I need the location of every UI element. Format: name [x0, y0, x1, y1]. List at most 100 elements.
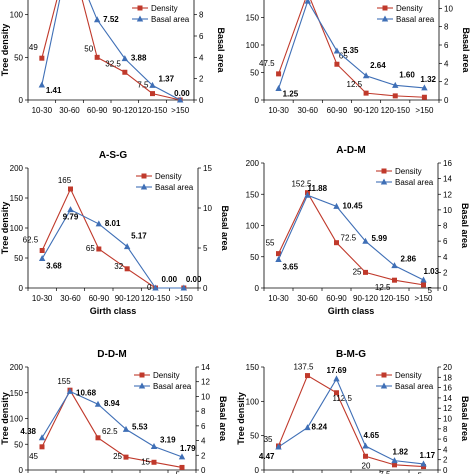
data-label: 2.86: [401, 255, 417, 264]
x-tick-label: >150: [414, 294, 433, 303]
y-tick-label: 0: [19, 96, 24, 105]
y2-tick-label: 8: [444, 23, 449, 32]
y2-axis-title: Basal area: [218, 396, 228, 442]
legend-basal-marker: [380, 382, 388, 389]
y-tick-label: 150: [246, 190, 260, 199]
y-tick-label: 0: [255, 96, 260, 105]
x-tick-label: 60-90: [327, 106, 348, 115]
legend-density-marker: [381, 372, 387, 378]
y2-tick-label: 8: [201, 407, 206, 416]
basal-area-point: [178, 453, 186, 460]
chart-title: A-D-M: [336, 145, 365, 156]
y2-tick-label: 4: [199, 53, 204, 62]
y-tick-label: 0: [19, 284, 24, 293]
y-tick-label: 100: [246, 41, 260, 50]
chart-panel-4: 0 50 100 150 200 0 2 4 6 8 10 12 14 16 10-30 30-60 60-90…: [246, 145, 470, 316]
y2-tick-label: 2: [443, 268, 448, 277]
density-point: [68, 186, 73, 192]
data-label: 50: [84, 44, 93, 53]
x-tick-label: 30-60: [59, 106, 80, 115]
density-point: [421, 282, 426, 288]
legend-label: Basal area: [395, 178, 434, 187]
series-line-basal-area: [278, 0, 425, 89]
y2-tick-label: 0: [443, 284, 448, 293]
series-line-basal-area: [41, 390, 183, 458]
y-tick-label: 100: [246, 397, 260, 406]
data-label: 0.00: [162, 275, 178, 284]
y2-axis-title: Basal area: [220, 205, 230, 251]
data-label: 1.79: [180, 444, 196, 453]
basal-area-point: [122, 425, 130, 432]
data-label: 65: [339, 51, 348, 60]
legend-density-marker: [139, 372, 145, 378]
legend-label: Basal area: [151, 15, 190, 24]
x-tick-label: 60-90: [89, 294, 110, 303]
density-point: [334, 390, 339, 396]
y2-tick-label: 2: [444, 78, 449, 87]
y2-tick-label: 8: [199, 11, 204, 20]
data-label: 17.69: [327, 366, 348, 375]
data-label: 8.24: [312, 423, 328, 432]
density-point: [392, 93, 398, 99]
y-tick-label: 200: [10, 164, 24, 173]
data-label: 32.5: [105, 59, 121, 68]
basal-area-point: [333, 375, 340, 382]
density-point: [276, 71, 282, 77]
data-label: 55: [266, 239, 275, 248]
y-tick-label: 50: [14, 53, 23, 62]
x-axis-title: Girth class: [90, 306, 137, 316]
data-label: 4.65: [364, 431, 380, 440]
data-label: 62.5: [102, 427, 118, 436]
y-tick-label: 100: [10, 415, 24, 424]
basal-area-point: [121, 55, 129, 62]
data-label: 1.17: [420, 451, 436, 460]
x-tick-label: 90-120: [353, 294, 378, 303]
x-tick-label: >150: [171, 106, 190, 115]
y2-tick-label: 4: [443, 445, 448, 454]
data-label: 0.00: [186, 275, 202, 284]
legend-basal-marker: [136, 15, 144, 22]
chart-title: B-M-G: [336, 349, 366, 360]
data-label: 7.5: [379, 470, 391, 474]
data-label: 1.60: [399, 70, 415, 79]
y2-tick-label: 16: [443, 159, 452, 168]
data-label: 1.37: [159, 74, 175, 83]
basal-area-point: [95, 220, 103, 227]
x-tick-label: 30-60: [60, 294, 81, 303]
x-tick-label: 120-150: [381, 106, 411, 115]
y-axis-title: Tree density: [0, 202, 10, 255]
series-line-basal-area: [278, 377, 424, 465]
basal-area-point: [149, 81, 156, 88]
data-label: 152.5: [291, 180, 312, 189]
x-tick-label: 120-150: [380, 294, 410, 303]
series-line-basal-area: [41, 0, 181, 101]
y2-tick-label: 8: [443, 222, 448, 231]
y2-tick-label: 2: [201, 451, 206, 460]
density-point: [421, 94, 427, 100]
data-label: 3.68: [46, 262, 62, 271]
y-tick-label: 200: [246, 159, 260, 168]
series-line-density: [278, 191, 424, 286]
data-label: 0: [147, 283, 152, 292]
basal-area-point: [176, 96, 184, 103]
basal-area-point: [333, 202, 340, 209]
y2-tick-label: 12: [443, 404, 452, 413]
data-label: 62.5: [23, 236, 39, 245]
data-label: 4.47: [259, 452, 275, 461]
y-tick-label: 100: [10, 11, 24, 20]
x-tick-label: 120-150: [141, 294, 171, 303]
x-tick-label: 90-120: [115, 294, 140, 303]
y2-axis-title: Basal area: [461, 27, 471, 73]
y-tick-label: 150: [246, 14, 260, 23]
y2-tick-label: 6: [443, 237, 448, 246]
y2-tick-label: 4: [201, 437, 206, 446]
density-point: [39, 248, 45, 253]
y2-tick-label: 6: [444, 41, 449, 50]
data-label: 12.5: [347, 80, 363, 89]
data-label: 10.68: [76, 388, 97, 397]
y2-axis-title: Basal area: [216, 27, 226, 73]
data-label: 9.79: [63, 213, 79, 222]
y-tick-label: 50: [250, 253, 259, 262]
y-tick-label: 100: [246, 222, 260, 231]
